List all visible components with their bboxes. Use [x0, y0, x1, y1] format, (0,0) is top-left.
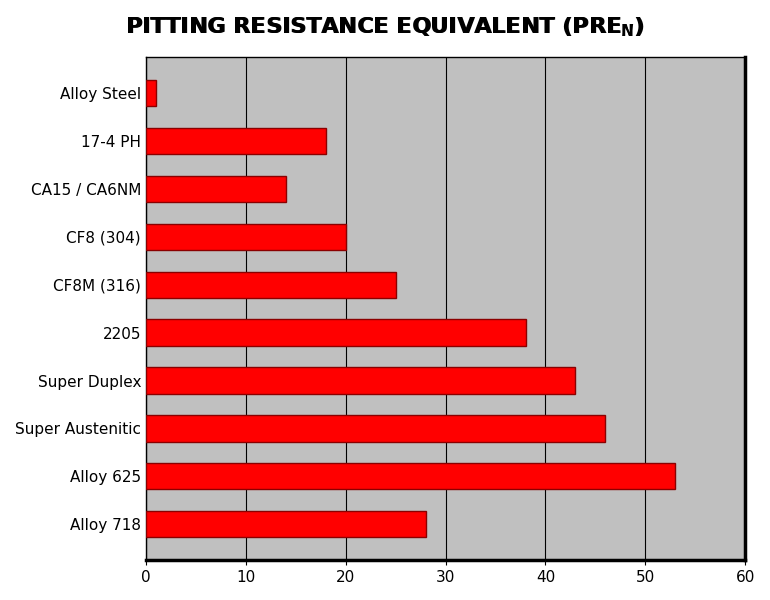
- Text: PITTING RESISTANCE EQUIVALENT (PRE$_\mathregular{N}$): PITTING RESISTANCE EQUIVALENT (PRE$_\mat…: [126, 15, 644, 39]
- Bar: [146, 319, 525, 346]
- Bar: [146, 272, 396, 298]
- Bar: [146, 511, 426, 538]
- Bar: [146, 463, 675, 490]
- Bar: [146, 80, 156, 106]
- Text: PITTING RESISTANCE EQUIVALENT (PRE$_N$): PITTING RESISTANCE EQUIVALENT (PRE$_N$): [126, 15, 644, 39]
- Bar: [146, 176, 286, 202]
- Bar: [146, 224, 346, 250]
- Bar: [146, 415, 605, 442]
- Bar: [146, 128, 326, 154]
- Bar: [146, 367, 575, 394]
